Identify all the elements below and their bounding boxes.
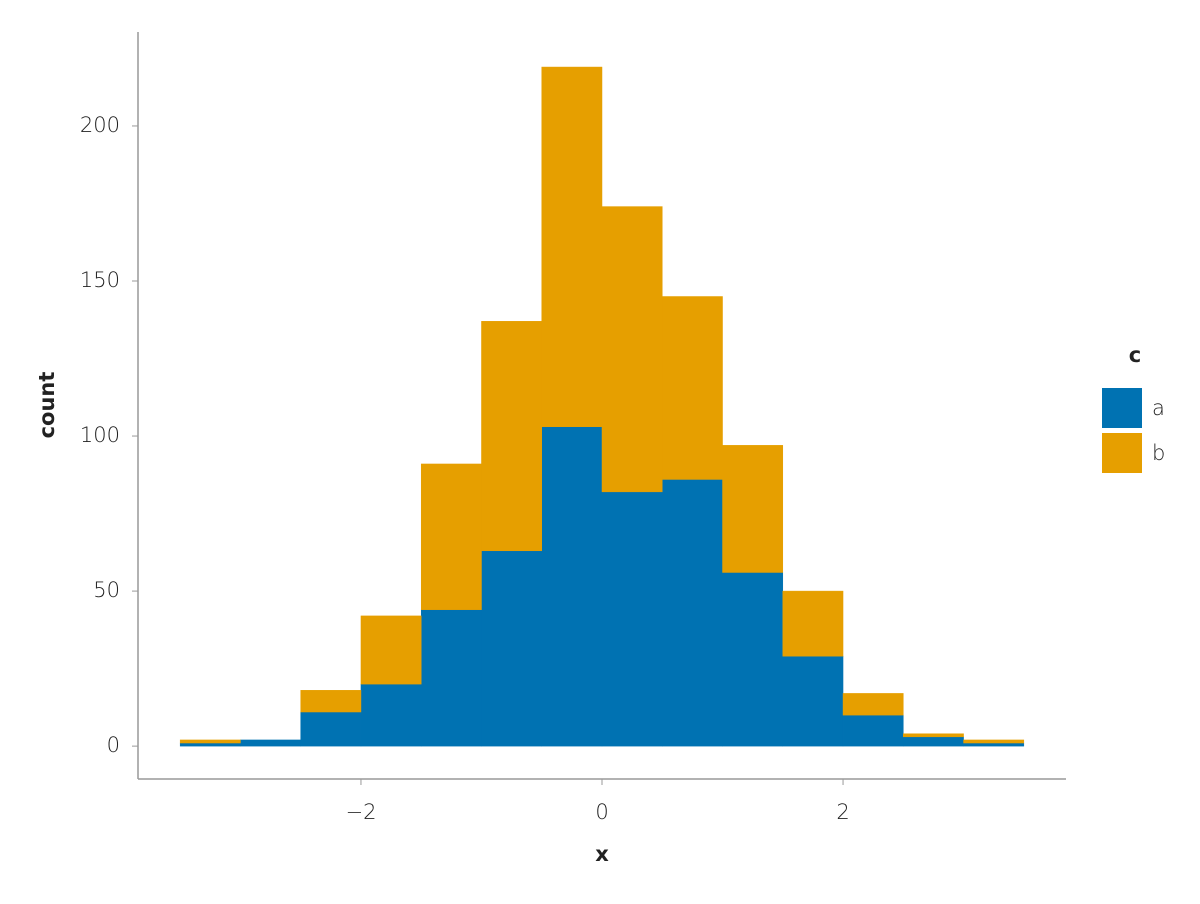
bar xyxy=(541,426,603,747)
x-tick-label: −2 xyxy=(345,800,376,824)
bar xyxy=(782,655,844,747)
legend-label: a xyxy=(1152,396,1165,420)
x-tick-label: 0 xyxy=(595,800,608,824)
bar xyxy=(963,739,1025,744)
bar xyxy=(903,733,964,738)
bar xyxy=(722,572,784,747)
bar xyxy=(601,206,663,493)
y-tick-label: 100 xyxy=(80,423,120,447)
bar xyxy=(963,742,1025,747)
y-tick-label: 200 xyxy=(80,113,120,137)
legend-swatch xyxy=(1102,388,1142,428)
bar xyxy=(420,609,482,747)
bar xyxy=(903,736,964,747)
bar xyxy=(179,739,241,744)
bar xyxy=(601,491,663,747)
bar xyxy=(240,739,301,747)
legend-swatch xyxy=(1102,433,1142,473)
y-tick-label: 0 xyxy=(107,733,120,757)
bar xyxy=(842,714,904,747)
bar xyxy=(360,615,422,685)
bar xyxy=(179,742,241,747)
bar xyxy=(481,550,542,747)
bar xyxy=(782,590,844,657)
legend-label: b xyxy=(1152,441,1165,465)
bar xyxy=(420,463,482,610)
bar xyxy=(300,690,362,713)
bar xyxy=(842,693,904,716)
bar xyxy=(662,296,723,480)
bar xyxy=(481,321,542,552)
bar xyxy=(360,683,422,747)
bar xyxy=(722,445,784,573)
x-tick-label: 2 xyxy=(836,800,849,824)
bar xyxy=(541,66,603,427)
bar xyxy=(300,711,362,747)
bar xyxy=(662,479,723,747)
legend-title: c xyxy=(1129,343,1141,367)
y-tick-label: 150 xyxy=(80,268,120,292)
x-axis-label: x xyxy=(595,842,609,866)
y-tick-label: 50 xyxy=(93,578,120,602)
y-axis-label: count xyxy=(35,372,59,439)
